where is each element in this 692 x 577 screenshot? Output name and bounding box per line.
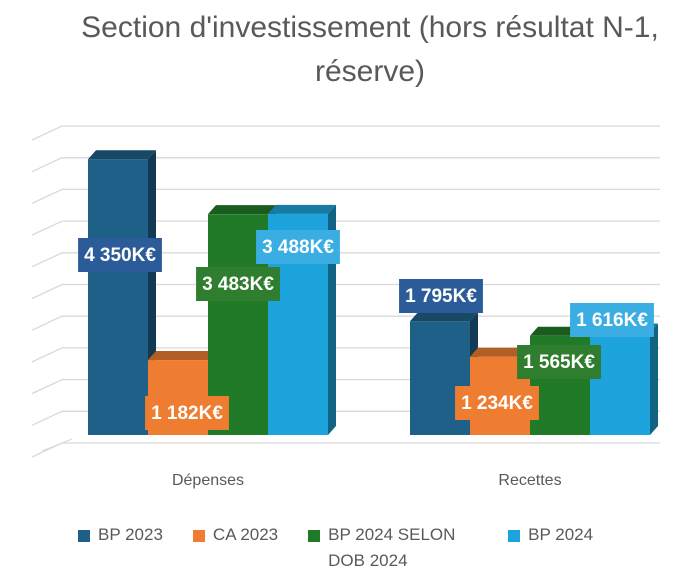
grid-line: [31, 125, 660, 141]
bar-top: [208, 205, 276, 215]
bar-front: [88, 159, 148, 435]
bar-top: [410, 312, 478, 322]
value-label: 4 350K€: [84, 245, 156, 266]
legend-swatch: [192, 530, 205, 542]
value-label: 1 182K€: [151, 403, 223, 424]
bar-top: [148, 351, 216, 361]
legend-item: BP 2023: [78, 525, 163, 574]
grid-line: [31, 252, 660, 268]
value-label: 3 483K€: [202, 274, 274, 295]
value-label: 1 616K€: [576, 310, 648, 331]
value-label-box: [256, 230, 340, 264]
legend-item: CA 2023: [192, 525, 278, 574]
bar-top: [268, 204, 336, 214]
bar: [590, 323, 658, 435]
grid-line: [31, 157, 660, 173]
bar-top: [88, 150, 156, 160]
value-label-box: [196, 267, 280, 301]
bar: [530, 326, 598, 435]
value-label: 1 565K€: [523, 352, 595, 373]
x-tick-label: Recettes: [498, 472, 561, 489]
value-label-box: [399, 279, 483, 313]
grid-line: [31, 220, 660, 236]
value-label: 1 795K€: [405, 286, 477, 307]
legend-item: BP 2024: [508, 525, 593, 574]
floor: [41, 438, 73, 452]
grid-line: [31, 188, 660, 204]
value-label-box: [570, 303, 654, 337]
legend-label: CA 2023: [212, 525, 279, 544]
legend-label: BP 2023: [98, 525, 163, 544]
value-label-box: [78, 238, 162, 272]
value-label-box: [145, 396, 229, 430]
legend-swatch: [308, 530, 321, 542]
value-label: 1 234K€: [461, 393, 533, 414]
legend: BP 2023 CA 2023 BP 2024 SELON DOB 2024 BP 2…: [78, 525, 678, 574]
value-label-box: [455, 386, 539, 420]
legend-label: BP 2024 SELON DOB 2024: [328, 525, 456, 570]
legend-swatch: [78, 530, 90, 542]
legend-label: BP 2024: [528, 525, 594, 544]
bar-side: [650, 323, 658, 435]
bar: [88, 150, 156, 435]
chart-title: Section d'investissement (hors résultat …: [81, 11, 659, 88]
grid-line: [31, 442, 660, 458]
x-tick-label: Dépenses: [172, 472, 244, 489]
legend-item: BP 2024 SELON DOB 2024: [308, 525, 478, 574]
legend-swatch: [508, 530, 521, 542]
value-label: 3 488K€: [262, 237, 334, 258]
value-label-box: [517, 345, 601, 379]
